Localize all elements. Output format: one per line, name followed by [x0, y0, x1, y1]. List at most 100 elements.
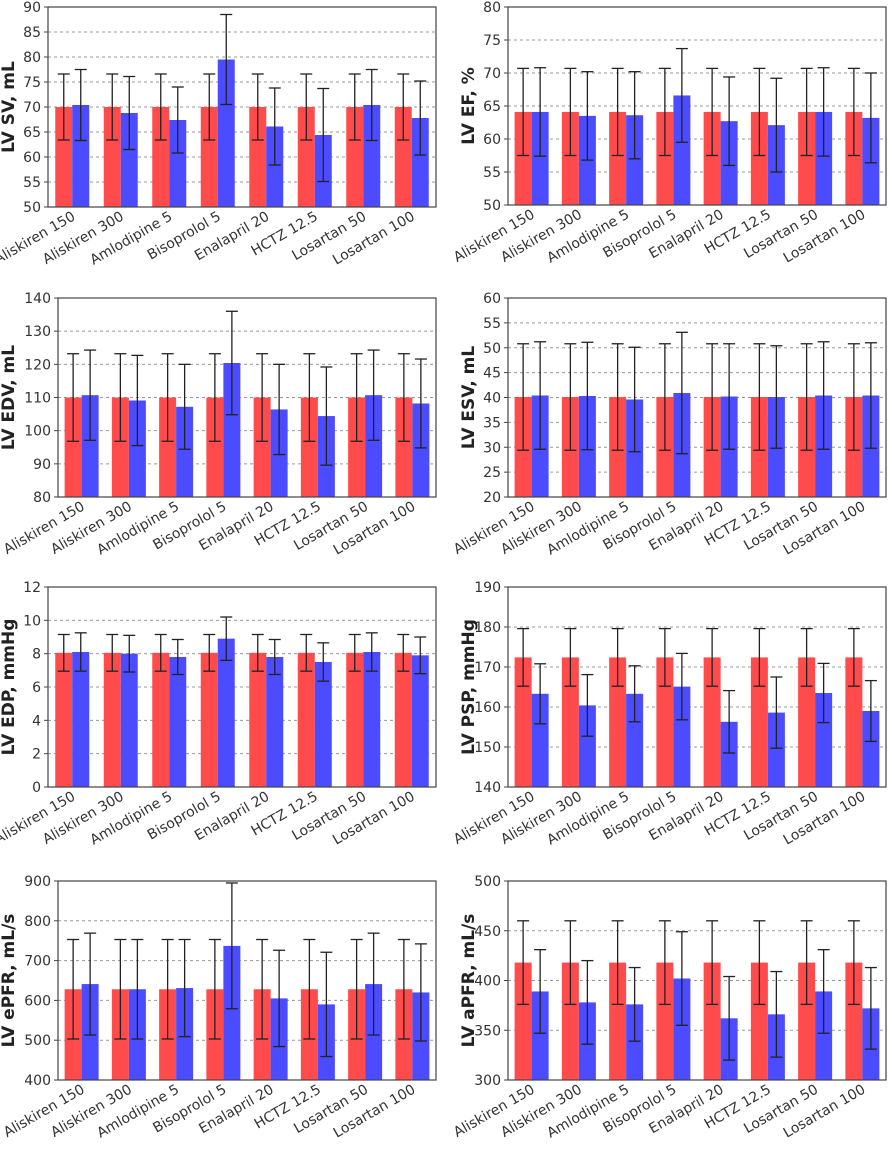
y-axis-title: LV EF, % [459, 67, 479, 144]
y-tick-label: 35 [483, 415, 501, 431]
bar-control-6 [297, 107, 315, 207]
y-axis-title: LV aPFR, mL/s [459, 914, 479, 1048]
bar-control-8 [394, 107, 412, 207]
bar-treatment-7 [815, 693, 833, 787]
bar-control-5 [703, 111, 721, 205]
bar-control-4 [200, 652, 218, 787]
bar-control-2 [103, 107, 121, 207]
bar-treatment-1 [72, 652, 90, 787]
y-tick-label: 2 [32, 747, 41, 763]
y-axis-title: LV PSP, mmHg [459, 619, 479, 755]
x-category-label: Losartan 100 [781, 207, 869, 267]
bar-control-5 [249, 107, 267, 207]
x-category-label: Losartan 100 [781, 499, 869, 559]
bar-control-1 [55, 107, 73, 207]
bar-control-3 [159, 397, 177, 497]
y-tick-label: 450 [474, 924, 501, 940]
bar-control-5 [249, 652, 267, 787]
plot-frame [507, 297, 887, 498]
bar-treatment-4 [673, 686, 691, 787]
bar-treatment-3 [169, 120, 187, 207]
y-tick-label: 65 [483, 99, 501, 115]
y-tick-label: 170 [474, 660, 501, 676]
bar-treatment-4 [217, 59, 235, 207]
y-tick-label: 90 [23, 0, 41, 16]
bar-treatment-4 [673, 95, 691, 205]
y-tick-label: 900 [24, 874, 51, 890]
y-tick-label: 50 [23, 200, 41, 216]
plot-frame [47, 586, 437, 788]
bar-control-7 [798, 657, 816, 787]
bar-control-8 [845, 657, 863, 787]
bar-treatment-1 [531, 693, 549, 787]
x-category-label: Losartan 100 [331, 1082, 419, 1142]
x-category-label: Losartan 100 [781, 789, 869, 849]
bar-control-3 [152, 652, 170, 787]
bar-control-6 [297, 652, 315, 787]
bar-treatment-1 [72, 105, 90, 207]
y-tick-label: 8 [32, 647, 41, 663]
y-tick-label: 45 [483, 366, 501, 382]
bar-treatment-5 [266, 126, 284, 207]
y-tick-label: 180 [474, 620, 501, 636]
bar-control-6 [750, 111, 768, 205]
bar-control-5 [703, 962, 721, 1080]
bar-control-4 [200, 107, 218, 207]
bar-treatment-3 [176, 406, 194, 497]
bar-control-2 [103, 652, 121, 787]
y-tick-label: 80 [23, 50, 41, 66]
bar-control-1 [514, 111, 532, 205]
bar-treatment-7 [815, 111, 833, 205]
bar-treatment-8 [411, 118, 429, 207]
y-tick-label: 130 [24, 324, 51, 340]
bar-control-8 [845, 111, 863, 205]
x-category-label: Losartan 100 [330, 789, 418, 849]
bar-control-2 [561, 657, 579, 787]
bar-treatment-3 [626, 693, 644, 787]
y-axis-title: LV EDV, mL [0, 345, 19, 450]
bar-control-6 [750, 657, 768, 787]
bar-treatment-6 [314, 662, 332, 787]
y-tick-label: 75 [23, 75, 41, 91]
y-tick-label: 500 [24, 1033, 51, 1049]
y-tick-label: 190 [474, 580, 501, 596]
y-tick-label: 55 [483, 165, 501, 181]
bar-treatment-7 [815, 991, 833, 1080]
bar-control-7 [348, 397, 366, 497]
bar-control-7 [346, 107, 364, 207]
bar-treatment-4 [223, 945, 241, 1080]
y-tick-label: 25 [483, 465, 501, 481]
y-axis-title: LV ESV, mL [459, 346, 479, 449]
bar-treatment-8 [412, 403, 430, 497]
bar-control-3 [609, 962, 627, 1080]
bar-treatment-7 [363, 105, 381, 207]
y-tick-label: 800 [24, 914, 51, 930]
plot-frame [507, 6, 887, 206]
plot-frame [57, 880, 437, 1081]
y-tick-label: 4 [32, 713, 41, 729]
y-tick-label: 400 [474, 974, 501, 990]
bar-treatment-4 [217, 638, 235, 787]
bar-treatment-1 [81, 395, 99, 497]
bar-control-2 [111, 397, 129, 497]
bar-treatment-2 [120, 113, 138, 207]
bar-control-4 [656, 962, 674, 1080]
plot-frame [47, 6, 437, 208]
y-tick-label: 400 [24, 1073, 51, 1089]
bar-control-5 [253, 397, 271, 497]
bar-control-1 [64, 397, 82, 497]
y-tick-label: 60 [23, 150, 41, 166]
plot-frame [57, 297, 437, 498]
bar-treatment-6 [767, 712, 785, 787]
y-tick-label: 80 [33, 490, 51, 506]
bar-control-8 [394, 652, 412, 787]
y-tick-label: 600 [24, 993, 51, 1009]
y-tick-label: 40 [483, 391, 501, 407]
y-tick-label: 300 [474, 1073, 501, 1089]
